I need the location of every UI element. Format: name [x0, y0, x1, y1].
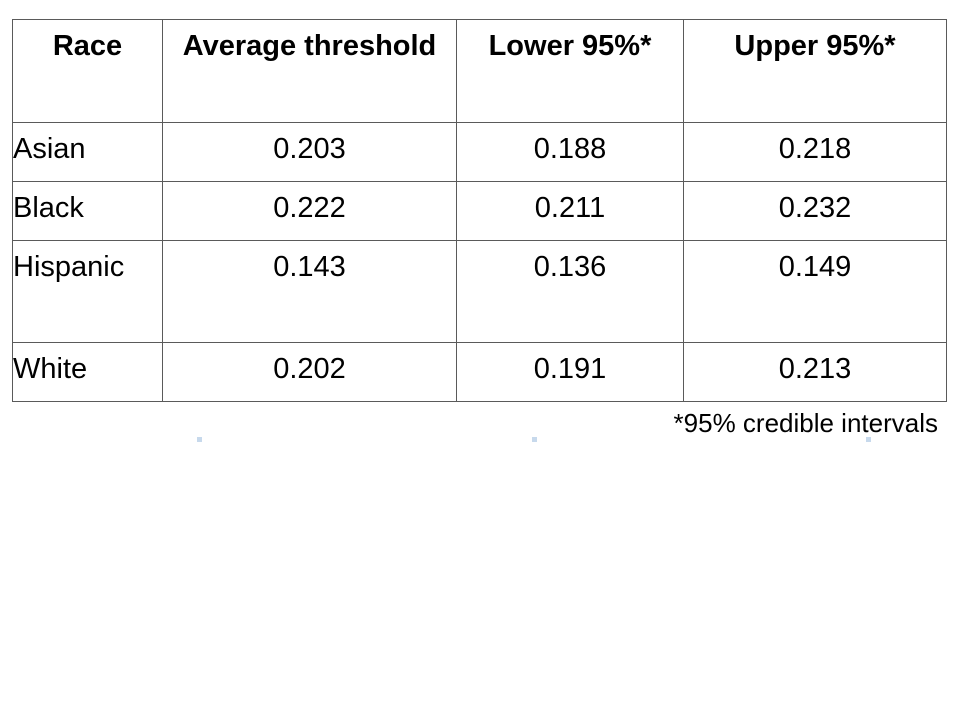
race-cell: Hispanic — [12, 240, 163, 343]
header-row: Race Average threshold Lower 95%* Upper … — [12, 19, 947, 123]
lower-95-cell: 0.188 — [456, 122, 684, 182]
average-threshold-cell: 0.202 — [162, 342, 457, 402]
header-average-threshold: Average threshold — [162, 19, 457, 123]
decorative-speck — [532, 437, 537, 442]
header-lower-95: Lower 95%* — [456, 19, 684, 123]
lower-95-cell: 0.136 — [456, 240, 684, 343]
header-upper-95: Upper 95%* — [683, 19, 947, 123]
threshold-table: Race Average threshold Lower 95%* Upper … — [12, 19, 947, 402]
average-threshold-cell: 0.222 — [162, 181, 457, 241]
header-race: Race — [12, 19, 163, 123]
table-row: Hispanic 0.143 0.136 0.149 — [12, 240, 947, 343]
race-cell: Asian — [12, 122, 163, 182]
table-row: Black 0.222 0.211 0.232 — [12, 181, 947, 241]
race-cell: Black — [12, 181, 163, 241]
upper-95-cell: 0.149 — [683, 240, 947, 343]
upper-95-cell: 0.218 — [683, 122, 947, 182]
lower-95-cell: 0.211 — [456, 181, 684, 241]
average-threshold-cell: 0.203 — [162, 122, 457, 182]
upper-95-cell: 0.213 — [683, 342, 947, 402]
table-row: Asian 0.203 0.188 0.218 — [12, 122, 947, 182]
lower-95-cell: 0.191 — [456, 342, 684, 402]
upper-95-cell: 0.232 — [683, 181, 947, 241]
footnote: *95% credible intervals — [673, 408, 938, 438]
decorative-speck — [866, 437, 871, 442]
decorative-speck — [197, 437, 202, 442]
average-threshold-cell: 0.143 — [162, 240, 457, 343]
table-row: White 0.202 0.191 0.213 — [12, 342, 947, 402]
race-cell: White — [12, 342, 163, 402]
